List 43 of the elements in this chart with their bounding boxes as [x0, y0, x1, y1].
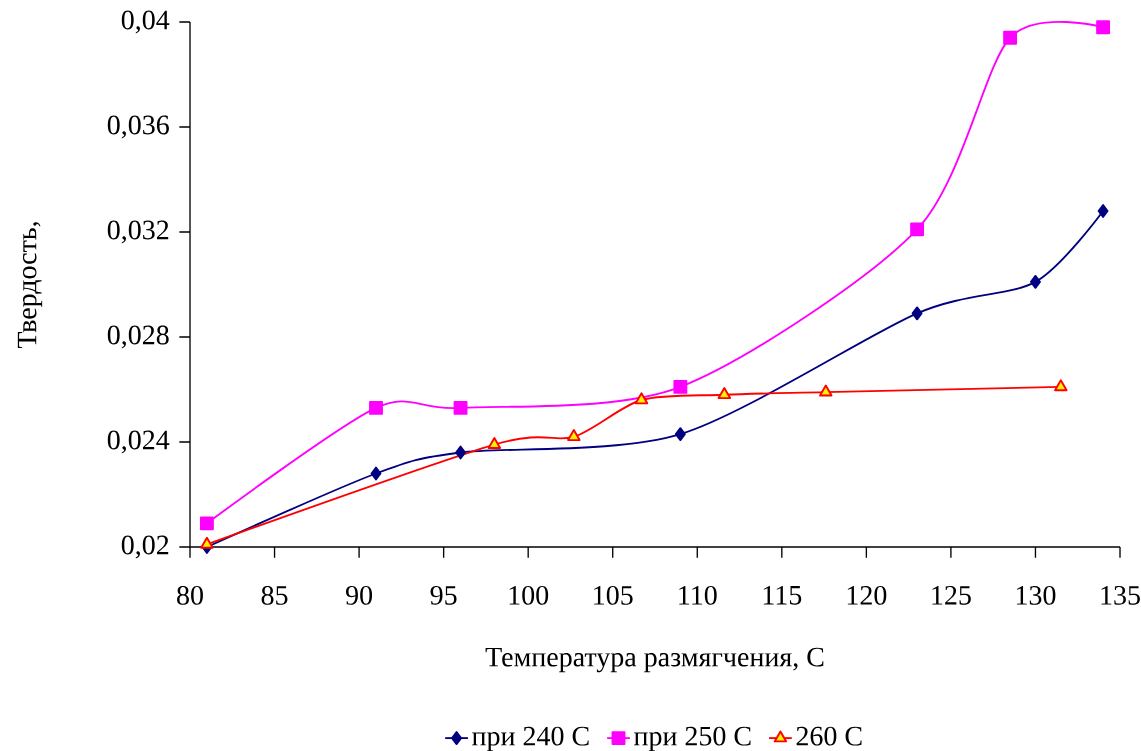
point [453, 400, 468, 415]
point [1003, 30, 1018, 45]
y-axis-title: Твердость, [17, 222, 43, 349]
point [567, 429, 581, 442]
point [717, 387, 732, 400]
point [1096, 20, 1111, 35]
x-tick-label: 80 [177, 585, 203, 605]
x-axis-title: Температура размягчения, С [485, 647, 824, 673]
x-tick-label: 125 [932, 585, 971, 605]
point [674, 427, 686, 442]
legend-label: при 250 С [633, 726, 751, 751]
point [1030, 274, 1041, 289]
x-tick-label: 135 [1101, 585, 1140, 605]
point [910, 222, 925, 237]
point [911, 306, 923, 321]
x-tick-label: 120 [847, 585, 887, 605]
y-tick-label: 0,032 [107, 220, 169, 244]
point [369, 400, 383, 415]
legend-label: 260 С [796, 726, 862, 746]
point [455, 445, 466, 460]
point [370, 466, 382, 481]
point [1097, 204, 1109, 218]
y-tick-label: 0,024 [107, 430, 170, 454]
legend-label: при 240 С [472, 726, 589, 751]
x-tick-label: 100 [509, 585, 549, 605]
point [819, 384, 833, 397]
x-tick-label: 105 [594, 585, 633, 605]
point [634, 392, 649, 405]
point [200, 536, 214, 549]
y-tick-label: 0,04 [121, 10, 170, 34]
x-tick-label: 85 [261, 585, 288, 605]
y-tick-label: 0,02 [121, 535, 169, 559]
x-tick-label: 130 [1016, 585, 1056, 605]
point [199, 516, 214, 531]
x-tick-label: 90 [345, 585, 373, 605]
point [673, 379, 688, 394]
y-tick-label: 0,036 [107, 115, 169, 139]
x-tick-label: 110 [679, 585, 717, 605]
y-tick-label: 0,028 [107, 325, 169, 349]
x-tick-label: 95 [430, 585, 457, 605]
x-tick-label: 115 [763, 585, 802, 605]
point [1054, 379, 1068, 392]
point [487, 437, 502, 449]
